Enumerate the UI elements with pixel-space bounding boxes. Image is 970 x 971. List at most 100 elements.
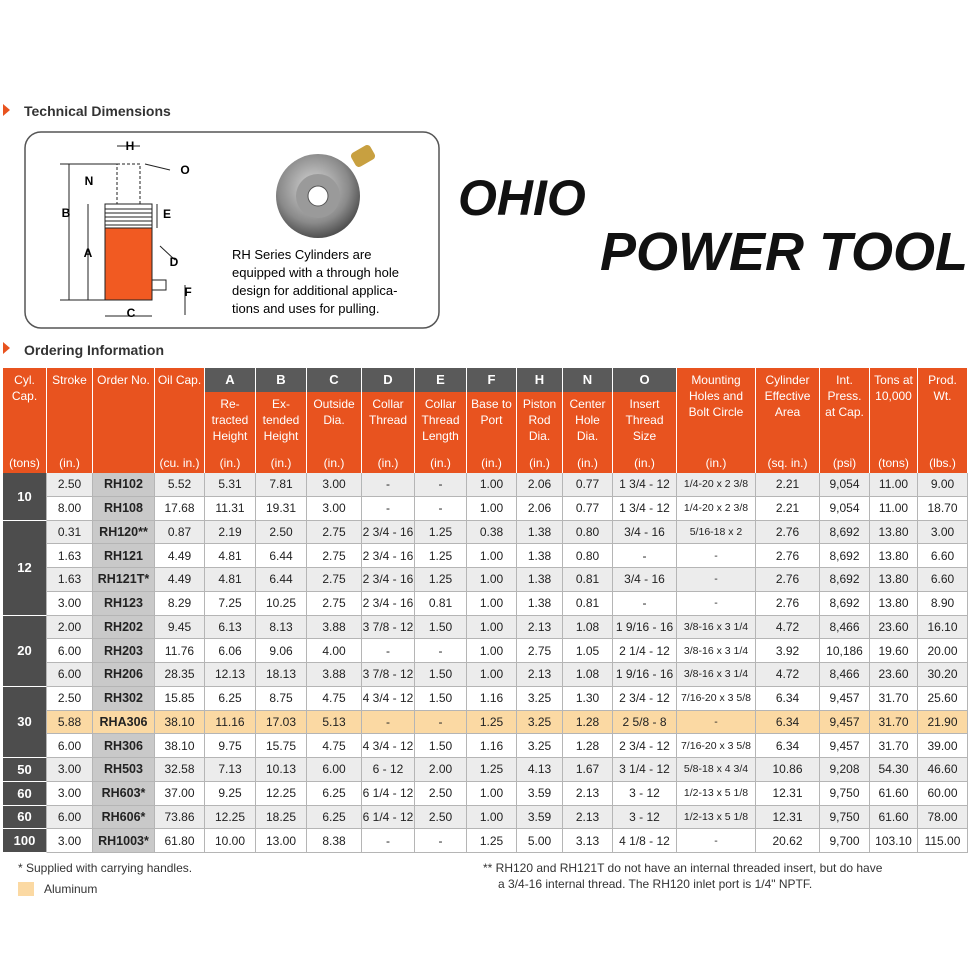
table-cell: 1.00 (467, 568, 517, 592)
table-cell: 38.10 (155, 734, 205, 758)
table-cell: 12.25 (256, 781, 307, 806)
table-cell: 1.16 (467, 686, 517, 711)
table-cell: - (677, 544, 756, 568)
table-cell: 12.31 (756, 805, 820, 830)
table-cell: 10,186 (820, 639, 870, 663)
table-cell: 78.00 (918, 805, 968, 830)
table-cell: 11.31 (205, 496, 256, 521)
column-unit: (in.) (577, 456, 598, 470)
table-cell: 9.45 (155, 615, 205, 640)
table-cell: 4.81 (205, 568, 256, 592)
table-cell: 60.00 (918, 781, 968, 806)
table-cell: 12.13 (205, 663, 256, 687)
table-cell: 3.92 (756, 639, 820, 663)
table-cell: 3/8-16 x 3 1/4 (677, 639, 756, 663)
table-cell: 4.00 (307, 639, 362, 663)
footnote: a 3/4-16 internal thread. The RH120 inle… (498, 877, 813, 891)
table-cell: 1.00 (467, 639, 517, 663)
column-unit: (lbs.) (929, 456, 956, 470)
table-cell: 9.25 (205, 781, 256, 806)
table-cell: 2.13 (517, 615, 563, 640)
table-cell: - (362, 710, 415, 735)
table-cell: 1.25 (415, 544, 467, 568)
table-cell: RH606* (93, 805, 155, 830)
table-cell: 1.25 (467, 710, 517, 735)
table-cell: 4 1/8 - 12 (613, 829, 677, 853)
table-cell: 9,750 (820, 805, 870, 830)
table-cell: 2.13 (563, 781, 613, 806)
table-cell: 103.10 (870, 829, 918, 853)
column-unit: (in.) (705, 456, 727, 470)
table-cell: 2.21 (756, 473, 820, 497)
dim-label: B (62, 206, 71, 220)
table-cell: 6.34 (756, 710, 820, 735)
table-cell: - (415, 829, 467, 853)
table-cell: RH206 (93, 663, 155, 687)
table-cell: - (415, 710, 467, 735)
table-cell: 2 1/4 - 12 (613, 639, 677, 663)
table-cell: 13.80 (870, 568, 918, 592)
table-cell: RH1003* (93, 829, 155, 853)
column-unit: (in.) (377, 456, 399, 470)
table-cell: - (415, 496, 467, 521)
column-header: Tons at 10,000 (tons) (870, 368, 918, 473)
table-cell: 0.87 (155, 520, 205, 545)
table-cell: 13.80 (870, 544, 918, 568)
table-cell: 0.38 (467, 520, 517, 545)
table-cell: 32.58 (155, 758, 205, 782)
table-cell: - (677, 710, 756, 735)
table-cell: 4.49 (155, 544, 205, 568)
table-cell: RH302 (93, 686, 155, 711)
table-cell: RH306 (93, 734, 155, 758)
column-title: Tons at 10,000 (874, 373, 913, 403)
column-unit: (in.) (323, 456, 345, 470)
table-cell: 0.77 (563, 473, 613, 497)
legend-swatch (18, 882, 34, 896)
column-header: F Base to Port (in.) (467, 368, 517, 473)
table-cell: RH123 (93, 591, 155, 616)
table-cell: 5.88 (47, 710, 93, 735)
table-cell: 0.80 (563, 520, 613, 545)
table-cell: 3.59 (517, 781, 563, 806)
column-title: Base to Port (471, 397, 512, 427)
column-unit: (in.) (634, 456, 655, 470)
table-cell: 61.60 (870, 805, 918, 830)
table-cell: 1/4-20 x 2 3/8 (677, 473, 756, 497)
table-cell: 2.76 (756, 591, 820, 616)
column-letter: B (256, 368, 306, 392)
dim-label: H (126, 139, 135, 153)
table-cell: 1/2-13 x 5 1/8 (677, 781, 756, 806)
table-cell: 8,692 (820, 544, 870, 568)
table-cell: 7/16-20 x 3 5/8 (677, 734, 756, 758)
column-header: Int. Press. at Cap. (psi) (820, 368, 870, 473)
table-cell: RH120** (93, 520, 155, 545)
table-cell: 39.00 (918, 734, 968, 758)
table-cell: 1.08 (563, 663, 613, 687)
column-letter: F (467, 368, 516, 392)
column-header: Mounting Holes and Bolt Circle (in.) (677, 368, 756, 473)
table-cell: 13.00 (256, 829, 307, 853)
column-header: B Ex-tended Height (in.) (256, 368, 307, 473)
table-cell: 6.60 (918, 544, 968, 568)
table-cell: 18.13 (256, 663, 307, 687)
table-cell: 3.00 (47, 591, 93, 616)
table-cell: 1/4-20 x 2 3/8 (677, 496, 756, 521)
table-cell: 2.75 (307, 568, 362, 592)
section-heading: Technical Dimensions (24, 103, 171, 119)
table-cell: 18.70 (918, 496, 968, 521)
table-cell: 21.90 (918, 710, 968, 735)
column-header: C Outside Dia. (in.) (307, 368, 362, 473)
table-cell: 0.80 (563, 544, 613, 568)
table-cell: 2.75 (307, 520, 362, 545)
table-cell: 2 3/4 - 16 (362, 544, 415, 568)
table-cell: 28.35 (155, 663, 205, 687)
table-cell: 16.10 (918, 615, 968, 640)
table-cell: 3 - 12 (613, 781, 677, 806)
table-cell: 23.60 (870, 615, 918, 640)
column-header: Prod. Wt. (lbs.) (918, 368, 968, 473)
caption-line: design for additional applica- (232, 283, 398, 298)
column-unit: (cu. in.) (159, 456, 200, 470)
table-cell: 12.25 (205, 805, 256, 830)
table-cell: 61.80 (155, 829, 205, 853)
